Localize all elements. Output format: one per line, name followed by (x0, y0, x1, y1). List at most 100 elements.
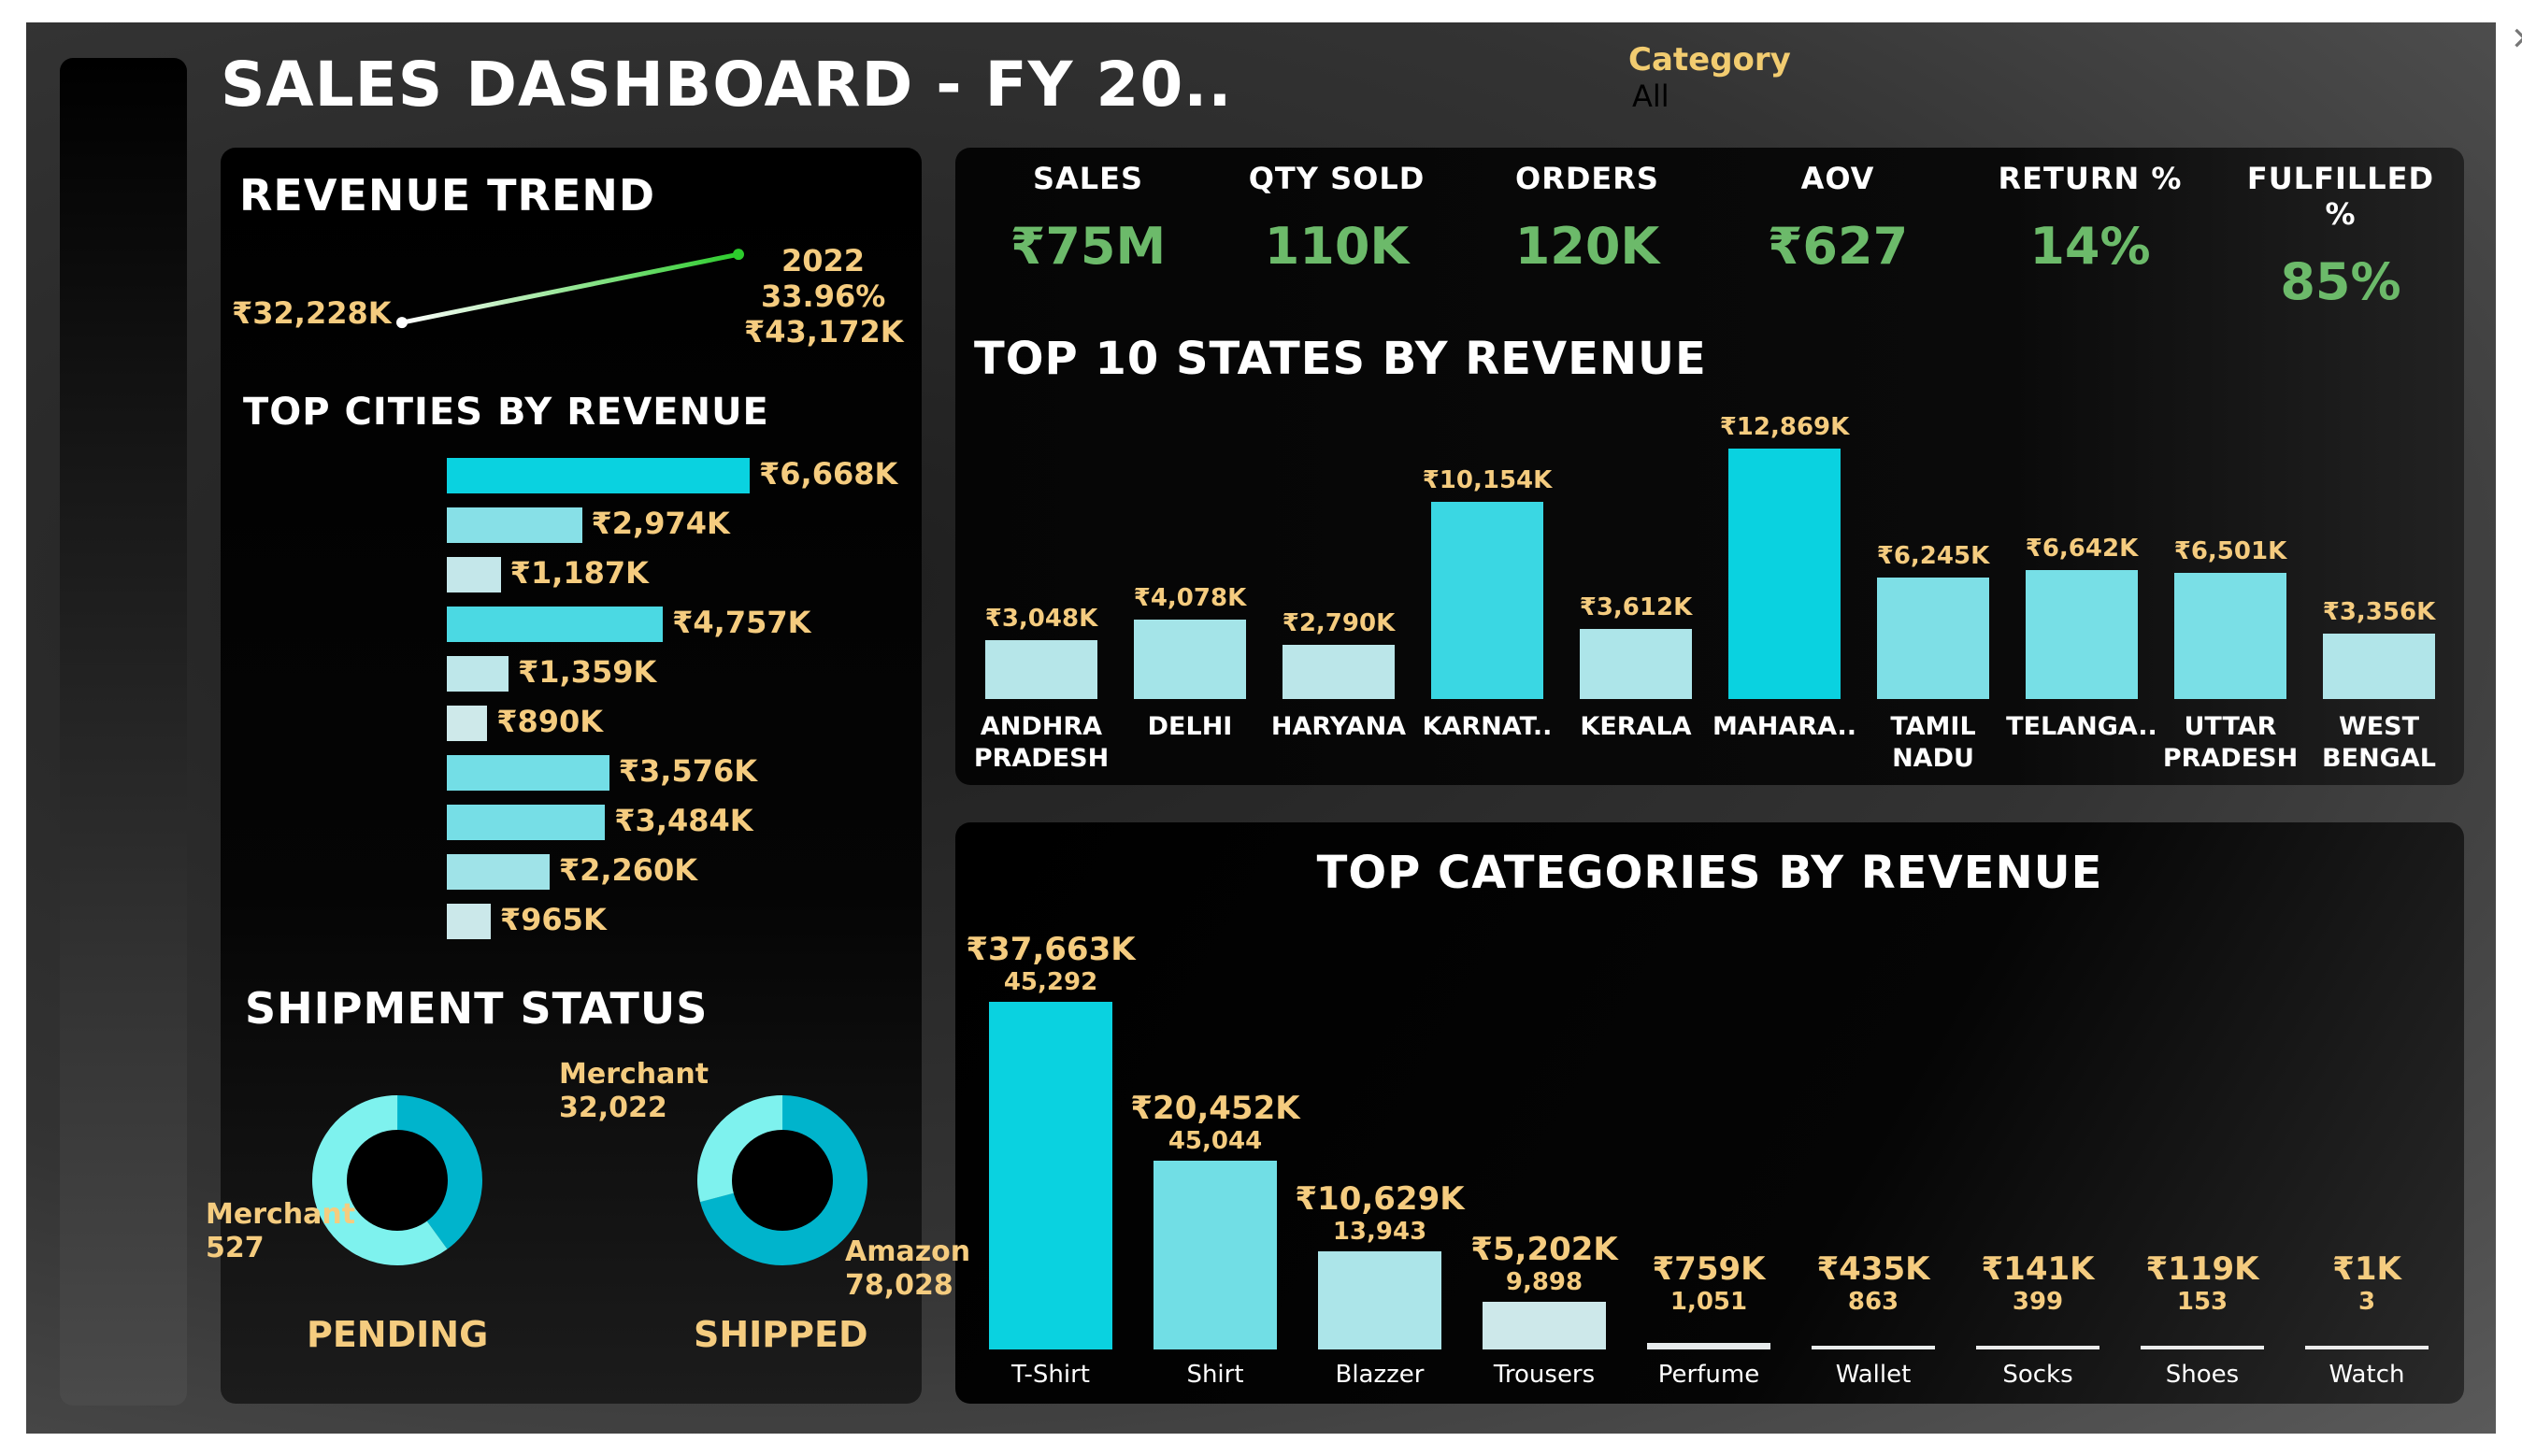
kpi-value: 110K (1264, 217, 1410, 276)
kpi-orders: ORDERS 120K (1475, 161, 1699, 276)
category-bar (1483, 1301, 1606, 1349)
pending-merchant-label: Merchant (206, 1198, 356, 1231)
category-filter-value[interactable]: All (1632, 79, 1669, 114)
kpi-return-pct: RETURN % 14% (1978, 161, 2202, 276)
shipped-merchant-value: 32,022 (559, 1092, 667, 1124)
city-bar (447, 557, 501, 592)
city-value: ₹4,757K (672, 605, 811, 640)
category-value: ₹10,629K (1295, 1180, 1465, 1219)
state-value: ₹6,245K (1876, 541, 1990, 570)
kpi-label: QTY SOLD (1248, 161, 1426, 196)
kpi-sales: SALES ₹75M (976, 161, 1200, 276)
kpi-label: SALES (1032, 161, 1144, 196)
city-bar (447, 607, 664, 642)
category-value: ₹759K (1652, 1250, 1766, 1288)
trend-start-label: ₹32,228K (232, 295, 392, 331)
kpi-value: ₹627 (1767, 217, 1909, 276)
kpi-fulfilled-pct: FULFILLED % 85% (2228, 161, 2453, 311)
category-quantity: 45,292 (1003, 968, 1098, 996)
category-value: ₹37,663K (966, 931, 1136, 968)
kpi-value: ₹75M (1010, 217, 1167, 276)
trend-line (401, 251, 739, 325)
top-cities-title: TOP CITIES BY REVENUE (243, 391, 769, 434)
category-quantity: 13,943 (1332, 1218, 1427, 1247)
state-bar (1134, 620, 1246, 699)
category-bar (2141, 1346, 2264, 1349)
kpi-label: FULFILLED % (2246, 161, 2435, 232)
state-bar (2174, 572, 2286, 699)
trend-point (733, 249, 744, 261)
category-quantity: 1,051 (1669, 1288, 1748, 1316)
category-label: Blazzer (1335, 1361, 1425, 1389)
shipped-donut (697, 1095, 867, 1265)
city-value: ₹1,359K (518, 654, 657, 690)
top-categories-title: TOP CATEGORIES BY REVENUE (1316, 847, 2103, 899)
state-label: KARNAT.. (1422, 712, 1553, 741)
category-bar (1647, 1342, 1770, 1349)
kpi-label: AOV (1800, 161, 1875, 196)
category-quantity: 863 (1847, 1288, 1899, 1316)
category-label: Trousers (1493, 1361, 1596, 1389)
state-value: ₹3,048K (984, 604, 1098, 633)
kpi-value: 120K (1514, 217, 1660, 276)
city-value: ₹3,576K (618, 753, 758, 789)
kpi-label: RETURN % (1998, 161, 2183, 196)
city-bar (447, 854, 550, 890)
state-bar (1728, 449, 1841, 699)
shipped-amazon-label: Amazon (845, 1235, 971, 1268)
category-bar (1154, 1160, 1277, 1349)
kpi-value: 85% (2280, 252, 2401, 311)
city-value: ₹6,668K (759, 456, 898, 492)
state-label: NADU (1892, 744, 1974, 773)
city-value: ₹1,187K (509, 555, 649, 591)
category-value: ₹119K (2145, 1250, 2259, 1288)
category-value: ₹435K (1816, 1250, 1930, 1288)
category-label: T-Shirt (1011, 1361, 1090, 1389)
trend-end-year: 2022 (781, 243, 866, 278)
category-filter-label: Category (1628, 41, 1791, 79)
donut-slice (312, 1095, 482, 1265)
state-value: ₹2,790K (1282, 608, 1396, 637)
state-value: ₹4,078K (1133, 584, 1247, 613)
state-label: HARYANA (1270, 712, 1407, 741)
category-quantity: 3 (2357, 1288, 2376, 1316)
category-quantity: 45,044 (1168, 1126, 1263, 1155)
state-label: WEST (2338, 712, 2420, 741)
state-value: ₹12,869K (1719, 413, 1850, 441)
trend-point (396, 317, 408, 329)
pending-label: PENDING (307, 1314, 489, 1355)
state-label: DELHI (1147, 712, 1233, 741)
city-bar (447, 805, 606, 840)
state-value: ₹10,154K (1422, 465, 1553, 494)
pending-merchant-value: 527 (206, 1232, 265, 1264)
state-bar (1877, 577, 1989, 699)
state-label: BENGAL (2322, 744, 2436, 773)
top-states-title: TOP 10 STATES BY REVENUE (974, 333, 1707, 385)
pending-donut (312, 1095, 482, 1265)
state-value: ₹6,501K (2173, 536, 2287, 565)
state-label: UTTAR (2184, 712, 2277, 741)
kpi-aov: AOV ₹627 (1726, 161, 1950, 276)
shipment-status-title: SHIPMENT STATUS (245, 983, 709, 1034)
category-quantity: 399 (2012, 1288, 2064, 1316)
city-value: ₹2,974K (591, 506, 730, 541)
state-value: ₹3,612K (1579, 592, 1693, 621)
category-label: Wallet (1835, 1361, 1912, 1389)
state-label: TELANGA.. (2006, 712, 2157, 741)
revenue-trend-chart (396, 249, 744, 329)
category-bar (1812, 1345, 1935, 1349)
category-value: ₹141K (1981, 1250, 2095, 1288)
city-bar (447, 706, 488, 741)
sidebar (60, 58, 187, 1406)
state-bar (2323, 634, 2435, 699)
category-label: Socks (2002, 1361, 2073, 1389)
donut-hole (347, 1130, 448, 1231)
category-label: Perfume (1657, 1361, 1760, 1389)
state-label: MAHARA.. (1712, 712, 1856, 741)
close-icon[interactable]: ✕ (2511, 21, 2522, 58)
state-label: PRADESH (973, 744, 1110, 773)
city-value: ₹3,484K (614, 803, 753, 838)
state-bar (2026, 569, 2138, 699)
city-value: ₹2,260K (558, 852, 698, 888)
category-label: Shirt (1186, 1361, 1244, 1389)
